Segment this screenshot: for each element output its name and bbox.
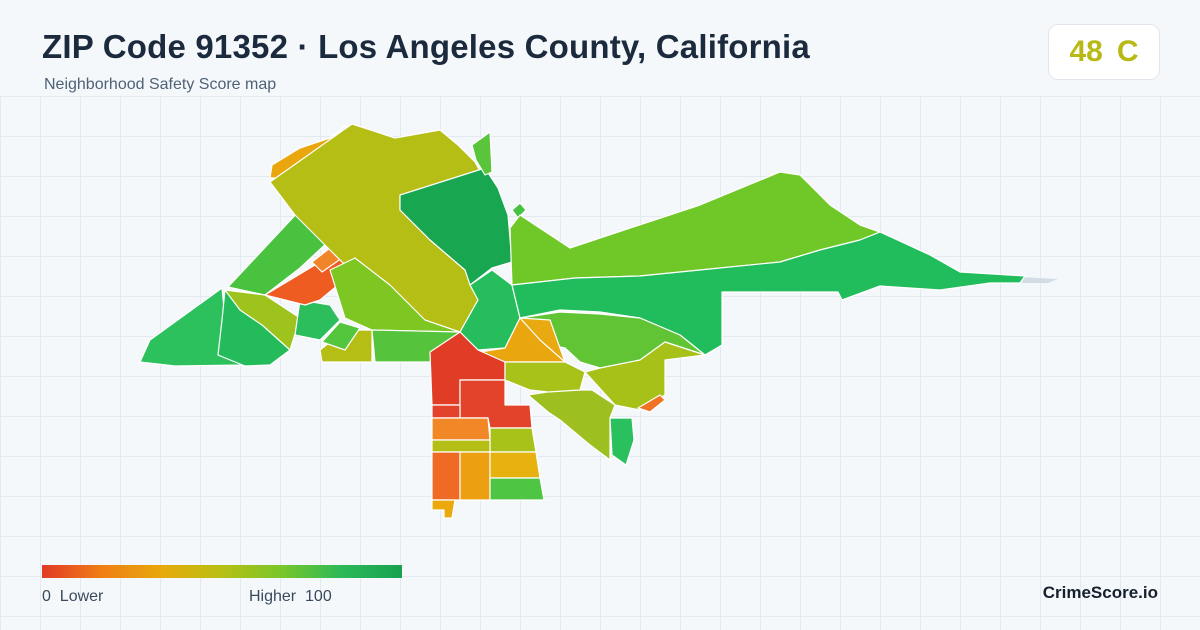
- safety-score-badge: 48 C: [1048, 24, 1160, 80]
- page-subtitle: Neighborhood Safety Score map: [44, 76, 277, 93]
- region-south-olive-strip[interactable]: [527, 389, 616, 461]
- brand-logo-text[interactable]: CrimeScore.io: [1042, 583, 1158, 602]
- region-south-red-row[interactable]: [431, 404, 461, 419]
- region-se-green-edge[interactable]: [609, 417, 635, 466]
- legend-max-text: Higher: [249, 588, 297, 605]
- legend-max-value: 100: [305, 588, 332, 605]
- legend-color-scale: [42, 565, 402, 578]
- region-south-orange-2[interactable]: [431, 451, 461, 501]
- region-se-orange-edge[interactable]: [637, 394, 666, 413]
- legend-min: 0 Lower: [42, 588, 103, 606]
- region-south-olive-center[interactable]: [504, 361, 586, 393]
- legend-max: Higher 100: [249, 588, 332, 606]
- region-south-green[interactable]: [489, 477, 545, 501]
- region-north-narrow[interactable]: [471, 131, 493, 176]
- score-grade: C: [1116, 35, 1139, 68]
- region-small-green[interactable]: [321, 321, 361, 351]
- region-nw-strip[interactable]: [269, 124, 347, 179]
- legend-min-value: 0: [42, 588, 51, 605]
- region-south-orange-1[interactable]: [431, 417, 491, 441]
- region-south-yellow[interactable]: [489, 451, 541, 479]
- region-south-tail[interactable]: [431, 499, 456, 519]
- region-south-orange-3[interactable]: [459, 451, 491, 501]
- region-south-olive-3[interactable]: [431, 439, 491, 453]
- score-value: 48: [1069, 35, 1103, 68]
- region-southeast-olive[interactable]: [584, 341, 706, 411]
- region-center-lightgreen[interactable]: [329, 257, 461, 333]
- region-west-green-pocket[interactable]: [294, 299, 341, 341]
- region-north-notch[interactable]: [511, 202, 527, 219]
- region-south-olive-2[interactable]: [489, 427, 537, 453]
- legend-min-text: Lower: [59, 588, 104, 605]
- water-feature: [1020, 277, 1058, 283]
- page-title: ZIP Code 91352 · Los Angeles County, Cal…: [42, 28, 810, 65]
- region-north-darkgreen[interactable]: [399, 167, 513, 286]
